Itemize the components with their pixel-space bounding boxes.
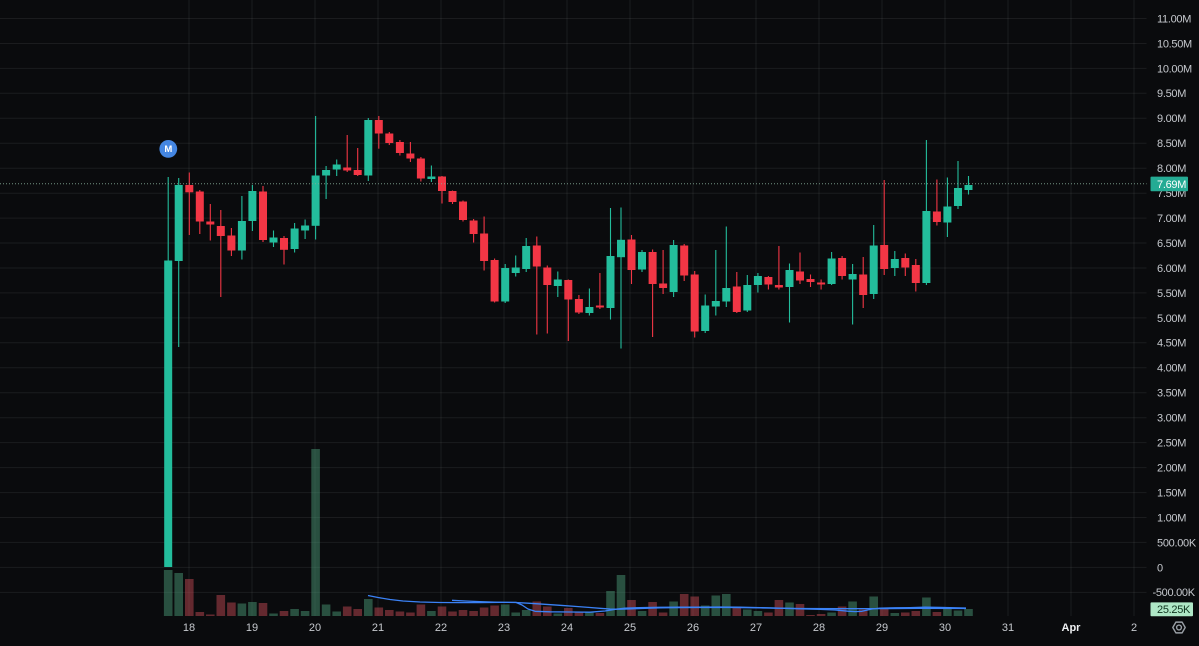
- svg-text:2.00M: 2.00M: [1157, 463, 1186, 475]
- svg-text:25: 25: [624, 622, 636, 634]
- svg-text:2: 2: [1131, 622, 1137, 634]
- svg-text:4.00M: 4.00M: [1157, 363, 1186, 375]
- svg-text:30: 30: [939, 622, 951, 634]
- svg-text:0: 0: [1157, 562, 1163, 574]
- svg-text:22: 22: [435, 622, 447, 634]
- svg-text:28: 28: [813, 622, 825, 634]
- svg-text:10.00M: 10.00M: [1157, 63, 1192, 75]
- svg-text:5.50M: 5.50M: [1157, 288, 1186, 300]
- svg-text:19: 19: [246, 622, 258, 634]
- svg-text:21: 21: [372, 622, 384, 634]
- svg-text:Apr: Apr: [1062, 622, 1082, 634]
- svg-text:5.00M: 5.00M: [1157, 313, 1186, 325]
- svg-text:26: 26: [687, 622, 699, 634]
- svg-text:24: 24: [561, 622, 573, 634]
- svg-text:23: 23: [498, 622, 510, 634]
- svg-text:M: M: [164, 144, 172, 155]
- svg-text:31: 31: [1002, 622, 1014, 634]
- svg-text:3.00M: 3.00M: [1157, 413, 1186, 425]
- svg-text:11.00M: 11.00M: [1157, 13, 1191, 25]
- svg-text:7.00M: 7.00M: [1157, 213, 1186, 225]
- svg-text:25.25K: 25.25K: [1157, 604, 1191, 616]
- svg-text:29: 29: [876, 622, 888, 634]
- svg-text:9.00M: 9.00M: [1157, 113, 1186, 125]
- svg-text:9.50M: 9.50M: [1157, 88, 1186, 100]
- svg-text:8.50M: 8.50M: [1157, 138, 1186, 150]
- svg-text:3.50M: 3.50M: [1157, 388, 1186, 400]
- svg-text:20: 20: [309, 622, 321, 634]
- svg-text:8.00M: 8.00M: [1157, 163, 1186, 175]
- svg-text:1.00M: 1.00M: [1157, 512, 1186, 524]
- svg-text:7.69M: 7.69M: [1157, 179, 1186, 191]
- svg-text:1.50M: 1.50M: [1157, 487, 1186, 499]
- svg-text:-500.00K: -500.00K: [1153, 587, 1196, 599]
- svg-text:6.00M: 6.00M: [1157, 263, 1186, 275]
- svg-text:2.50M: 2.50M: [1157, 438, 1186, 450]
- svg-text:27: 27: [750, 622, 762, 634]
- svg-text:4.50M: 4.50M: [1157, 338, 1186, 350]
- svg-text:500.00K: 500.00K: [1157, 537, 1197, 549]
- svg-text:6.50M: 6.50M: [1157, 238, 1186, 250]
- svg-text:10.50M: 10.50M: [1157, 38, 1192, 50]
- svg-text:18: 18: [183, 622, 195, 634]
